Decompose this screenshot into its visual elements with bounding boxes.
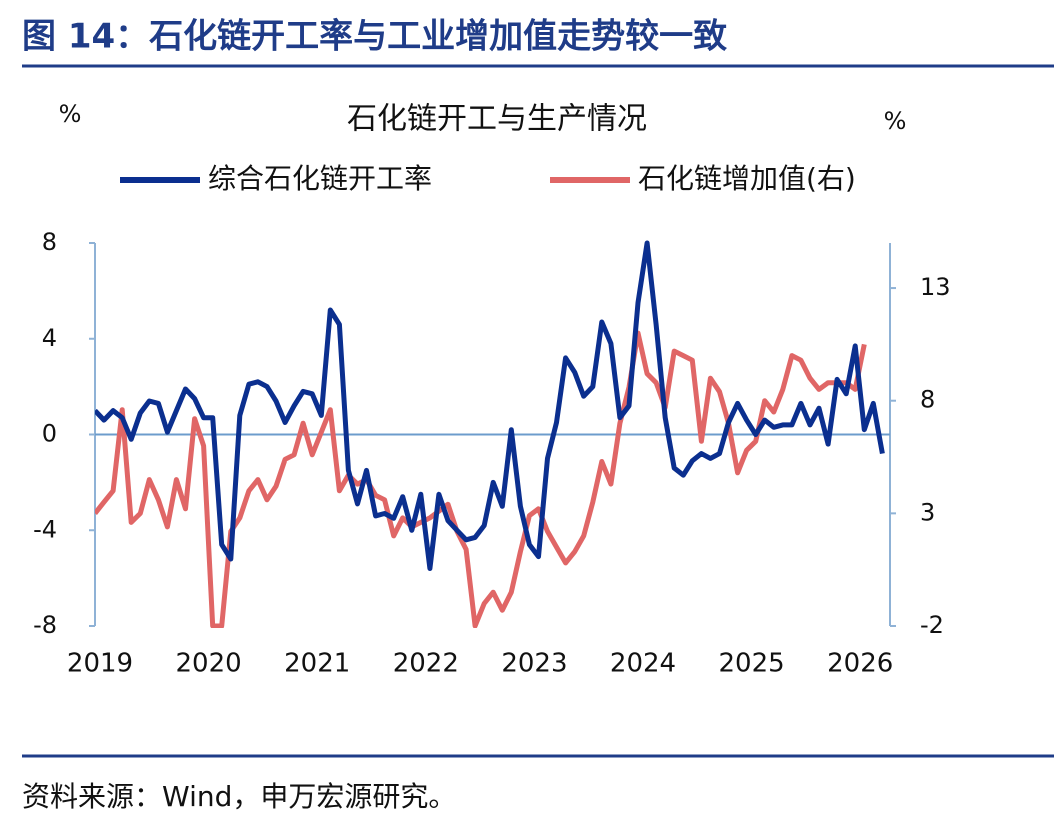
y-axis-label: %: [59, 100, 82, 128]
y2-tick-label: 13: [920, 273, 951, 301]
legend-label: 石化链增加值(右): [638, 162, 856, 195]
x-tick-label: 2025: [719, 649, 785, 679]
x-tick-label: 2024: [610, 649, 676, 679]
y2-tick-label: -2: [920, 611, 944, 639]
series-line: [95, 240, 885, 571]
series-line: [95, 330, 867, 628]
x-tick-label: 2021: [284, 649, 350, 679]
x-tick-label: 2020: [176, 649, 242, 679]
source-note: 资料来源：Wind，申万宏源研究。: [22, 780, 456, 813]
y-tick-label: -8: [33, 611, 57, 639]
x-tick-label: 2022: [393, 649, 459, 679]
legend-label: 综合石化链开工率: [208, 162, 432, 195]
y2-axis-label: %: [884, 107, 907, 135]
y-tick-label: 8: [42, 228, 57, 256]
y-tick-label: 0: [42, 420, 57, 448]
x-tick-label: 2019: [67, 649, 133, 679]
y-tick-label: -4: [33, 515, 57, 543]
x-tick-label: 2026: [827, 649, 893, 679]
chart-title: 石化链开工与生产情况: [347, 102, 647, 137]
figure-title: 图 14：石化链开工率与工业增加值走势较一致: [22, 17, 727, 57]
y2-tick-label: 8: [920, 386, 935, 414]
y-tick-label: 4: [42, 324, 57, 352]
y2-tick-label: 3: [920, 498, 935, 526]
x-tick-label: 2023: [501, 649, 567, 679]
